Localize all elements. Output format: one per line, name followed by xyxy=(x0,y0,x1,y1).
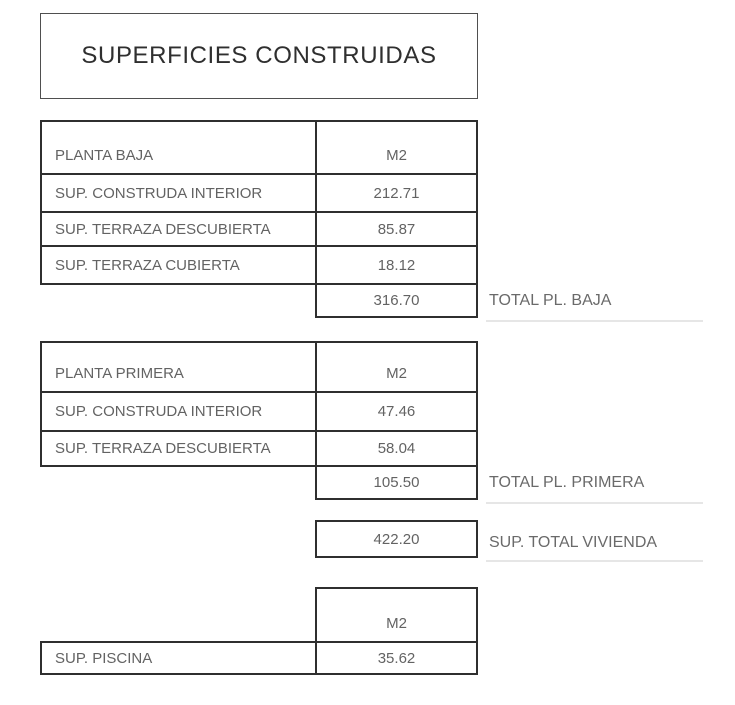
piscina-unit-header: M2 xyxy=(315,587,478,643)
sheet-title-box: SUPERFICIES CONSTRUIDAS xyxy=(40,13,478,99)
planta-baja-table: PLANTA BAJA M2 SUP. CONSTRUDA INTERIOR 2… xyxy=(40,120,478,285)
page-title: SUPERFICIES CONSTRUIDAS xyxy=(81,42,437,69)
table-row-label: SUP. TERRAZA DESCUBIERTA xyxy=(42,211,315,245)
table-row-value: 47.46 xyxy=(315,391,476,430)
vivienda-total-label: SUP. TOTAL VIVIENDA xyxy=(489,534,658,551)
planta-baja-total-value: 316.70 xyxy=(373,292,420,309)
table-row-label: SUP. CONSTRUDA INTERIOR xyxy=(42,173,315,211)
table-row-label: SUP. CONSTRUDA INTERIOR xyxy=(42,391,315,430)
table-row-label: SUP. PISCINA xyxy=(42,643,315,673)
vivienda-total-value: 422.20 xyxy=(373,530,420,548)
table-row-label: SUP. TERRAZA DESCUBIERTA xyxy=(42,430,315,465)
table-row-value: 212.71 xyxy=(315,173,476,211)
planta-primera-table: PLANTA PRIMERA M2 SUP. CONSTRUDA INTERIO… xyxy=(40,341,478,467)
planta-primera-total-label: TOTAL PL. PRIMERA xyxy=(489,473,645,491)
table-row-value: 85.87 xyxy=(315,211,476,245)
planta-primera-header: PLANTA PRIMERA xyxy=(42,343,315,391)
planta-baja-total-label: TOTAL PL. BAJA xyxy=(489,291,612,309)
table-row-value: 18.12 xyxy=(315,245,476,283)
table-row-value: 35.62 xyxy=(315,643,476,673)
planta-primera-total-value: 105.50 xyxy=(373,474,420,491)
planta-primera-total-box: 105.50 xyxy=(315,465,478,500)
divider-line xyxy=(486,502,703,504)
planta-baja-header: PLANTA BAJA xyxy=(42,122,315,173)
divider-line xyxy=(486,320,703,322)
piscina-table: SUP. PISCINA 35.62 xyxy=(40,641,478,675)
planta-baja-total-box: 316.70 xyxy=(315,283,478,318)
divider-line xyxy=(486,560,703,562)
vivienda-total-box: 422.20 xyxy=(315,520,478,558)
table-row-label: SUP. TERRAZA CUBIERTA xyxy=(42,245,315,283)
planta-baja-unit-header: M2 xyxy=(315,122,476,173)
planta-primera-unit-header: M2 xyxy=(315,343,476,391)
table-row-value: 58.04 xyxy=(315,430,476,465)
